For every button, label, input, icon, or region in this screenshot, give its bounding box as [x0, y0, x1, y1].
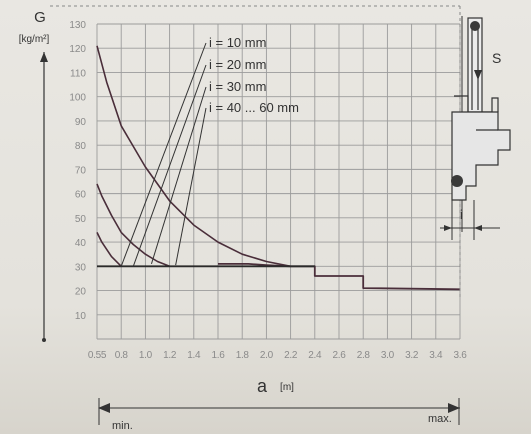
- legend-label: i = 10 mm: [209, 35, 266, 50]
- x-tick-label: 3.0: [381, 350, 395, 361]
- x-tick-label: 3.4: [429, 350, 443, 361]
- chart-series: [96, 45, 461, 291]
- x-tick-label: 1.8: [236, 350, 250, 361]
- range-max-label: max.: [428, 413, 452, 425]
- x-tick-label: 1.4: [187, 350, 201, 361]
- x-tick-label: 2.2: [284, 350, 298, 361]
- y-tick-label: 20: [75, 287, 87, 298]
- x-tick-label: 0.8: [115, 350, 129, 361]
- x-tick-label: 1.0: [139, 350, 153, 361]
- y-tick-label: 100: [69, 93, 86, 104]
- x-tick-label: 2.6: [332, 350, 346, 361]
- y-tick-label: 50: [75, 214, 87, 225]
- spacing-diagram: [440, 16, 511, 240]
- x-tick-labels: 0.55 0.8 1.0 1.2 1.4 1.6 1.8 2.0 2.2 2.4 2.6 2.8 3.0…: [88, 350, 468, 361]
- x-tick-label: 2.4: [308, 350, 322, 361]
- x-axis-symbol: a: [257, 376, 268, 396]
- x-tick-label: 2.0: [260, 350, 274, 361]
- x-tick-label: 3.6: [453, 350, 467, 361]
- x-tick-label: 1.2: [163, 350, 177, 361]
- y-tick-label: 70: [75, 165, 87, 176]
- y-tick-labels: 10 20 30 40 50 60 70 80 90 100 110 120 130: [69, 20, 86, 322]
- diagram-label-s: S: [492, 50, 501, 66]
- legend-label: i = 30 mm: [209, 79, 266, 94]
- diagram-label-i: i: [460, 207, 463, 222]
- legend: i = 10 mm i = 20 mm i = 30 mm i = 40 ... 60…: [120, 35, 299, 267]
- x-tick-label: 2.8: [357, 350, 371, 361]
- x-axis-unit: [m]: [280, 382, 294, 393]
- y-tick-label: 90: [75, 117, 87, 128]
- y-tick-label: 30: [75, 262, 87, 273]
- diagram-dot-bottom: [451, 175, 463, 187]
- y-tick-label: 110: [70, 68, 86, 79]
- y-axis-origin-dot: [42, 338, 46, 342]
- y-tick-label: 120: [69, 44, 86, 55]
- legend-leader-line: [132, 64, 207, 267]
- legend-leader-line: [120, 42, 207, 267]
- y-tick-label: 130: [69, 20, 86, 31]
- y-axis-unit: [kg/m²]: [19, 34, 50, 45]
- legend-label: i = 20 mm: [209, 57, 266, 72]
- range-arrow: [98, 398, 460, 425]
- series-line: [96, 183, 170, 268]
- x-tick-label: 1.6: [211, 350, 225, 361]
- x-tick-label: 3.2: [405, 350, 419, 361]
- series-line: [96, 232, 122, 267]
- y-axis-arrowhead: [40, 52, 48, 62]
- legend-leader-line: [150, 86, 207, 265]
- range-min-label: min.: [112, 420, 133, 432]
- y-tick-label: 60: [75, 190, 87, 201]
- chart-grid: [96, 23, 461, 340]
- y-tick-label: 10: [75, 311, 87, 322]
- diagram-dot-top: [470, 21, 480, 31]
- x-tick-label: 0.55: [88, 350, 107, 361]
- series-line: [96, 45, 291, 268]
- y-tick-label: 40: [75, 238, 87, 249]
- legend-leader-line: [175, 107, 207, 266]
- legend-label: i = 40 ... 60 mm: [209, 100, 299, 115]
- y-axis-symbol: G: [34, 9, 46, 26]
- y-tick-label: 80: [75, 141, 87, 152]
